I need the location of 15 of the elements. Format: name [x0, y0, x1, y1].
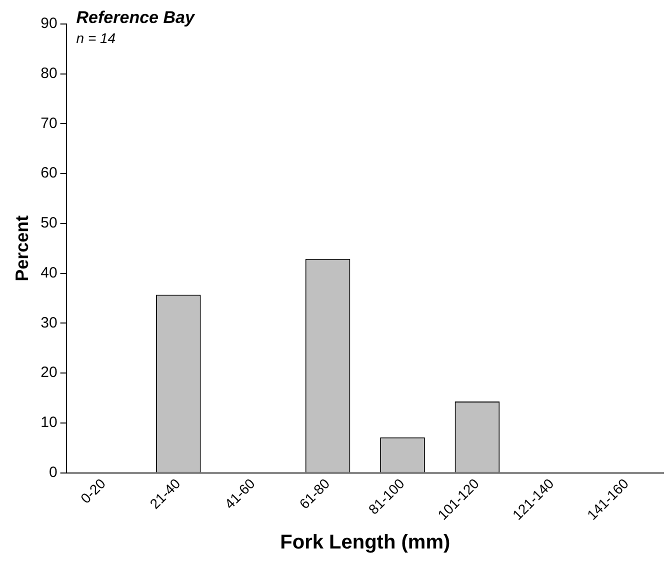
x-tick-label: 0-20 [77, 475, 109, 506]
y-tick-label: 20 [40, 364, 58, 382]
y-axis-title: Percent [12, 215, 32, 282]
y-tick-label: 60 [40, 164, 58, 182]
chart-title: Reference Bay [76, 8, 196, 28]
y-tick-label: 30 [40, 314, 58, 332]
x-axis-title: Fork Length (mm) [280, 532, 450, 554]
annotation: n = 14 [76, 30, 116, 46]
y-tick-label: 0 [48, 464, 58, 481]
y-tick-label: 50 [40, 214, 58, 232]
y-tick-label: 70 [40, 114, 58, 132]
y-tick-label: 90 [40, 15, 58, 32]
y-tick-label: 40 [40, 264, 58, 282]
y-tick-label: 80 [40, 65, 58, 82]
y-tick-label: 10 [40, 414, 58, 432]
